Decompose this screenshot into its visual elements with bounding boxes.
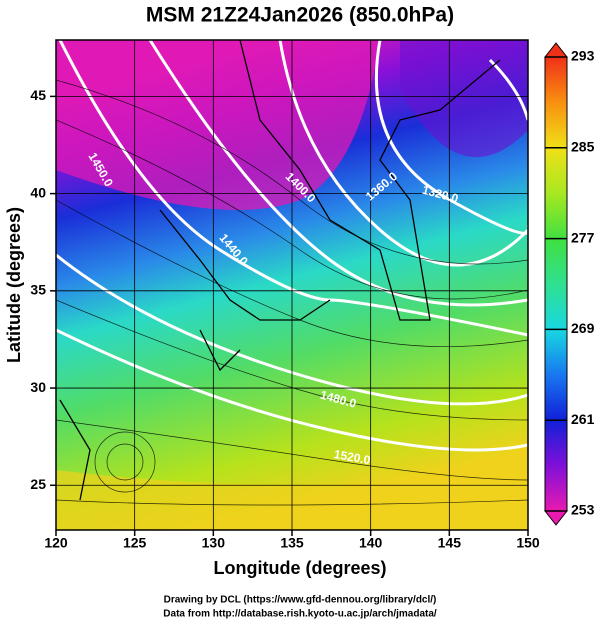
footer: Data from http://database.rish.kyoto-u.a… xyxy=(163,609,437,620)
colorbar-extend-top xyxy=(543,42,569,58)
colorbar-tick-label: 269 xyxy=(571,320,595,336)
contour-label: 1520.0 xyxy=(333,447,372,467)
map-field xyxy=(56,40,528,530)
colorbar-tick-label: 293 xyxy=(571,48,595,64)
colorbar xyxy=(544,56,568,512)
x-axis-label: Longitude (degrees) xyxy=(213,558,386,578)
colorbar-tick-label: 253 xyxy=(571,502,595,518)
x-tick-label: 140 xyxy=(359,535,383,551)
x-tick-label: 145 xyxy=(438,535,462,551)
y-tick-label: 40 xyxy=(30,184,46,200)
colorbar-tick-label: 261 xyxy=(571,411,595,427)
y-tick-label: 35 xyxy=(30,282,46,298)
y-tick-label: 25 xyxy=(30,476,46,492)
colorbar-tick-label: 277 xyxy=(571,229,595,245)
y-tick-label: 45 xyxy=(30,87,46,103)
title: MSM 21Z24Jan2026 (850.0hPa) xyxy=(146,4,454,27)
y-axis-label: Latitude (degrees) xyxy=(4,207,24,363)
footer: Drawing by DCL (https://www.gfd-dennou.o… xyxy=(164,595,437,606)
y-tick-label: 30 xyxy=(30,379,46,395)
colorbar-tick-label: 285 xyxy=(571,139,595,155)
plot-frame xyxy=(55,39,529,531)
x-tick-label: 135 xyxy=(280,535,304,551)
x-tick-label: 120 xyxy=(44,535,68,551)
x-tick-label: 125 xyxy=(123,535,147,551)
x-tick-label: 150 xyxy=(516,535,540,551)
x-tick-label: 130 xyxy=(202,535,226,551)
colorbar-extend-bottom xyxy=(543,510,569,526)
